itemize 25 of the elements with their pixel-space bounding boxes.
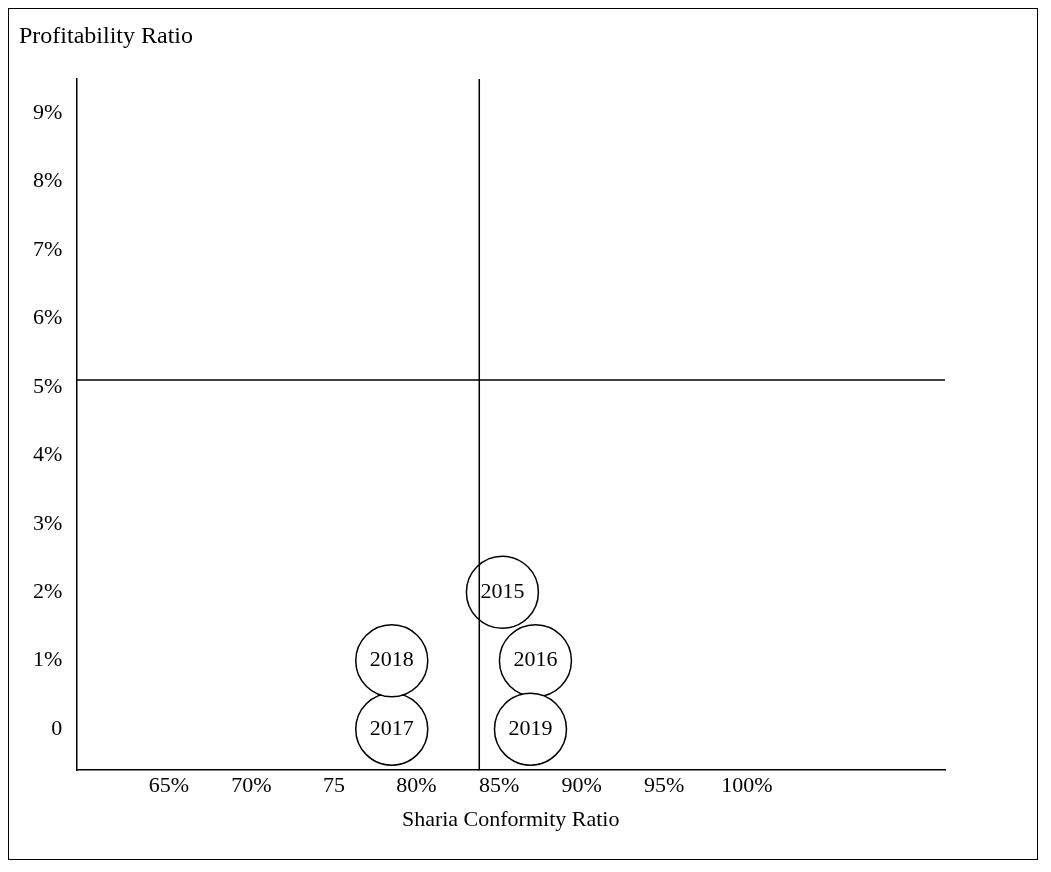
x-tick-label: 95% [644, 772, 685, 798]
y-tick-label: 9% [33, 99, 63, 124]
x-tick-label: 75 [322, 772, 345, 798]
x-tick-label: 90% [561, 772, 602, 798]
annotation: 2016 [513, 646, 558, 672]
x-tick-label: 80% [396, 772, 437, 798]
annotation: 2017 [369, 714, 414, 740]
y-tick-label: 1% [33, 646, 63, 672]
annotation: 2015 [480, 578, 525, 604]
annotation: 2019 [508, 714, 553, 740]
y-tick-label: 4% [33, 441, 63, 467]
x-tick-label: 70% [231, 772, 272, 798]
y-tick-label: 5% [33, 372, 63, 398]
y-tick-label: 7% [33, 235, 63, 261]
y-tick-label: 2% [33, 578, 63, 604]
x-tick-label: 100% [721, 772, 773, 798]
x-tick-label: 85% [478, 772, 520, 798]
y-axis-title: Profitability Ratio [19, 22, 193, 49]
y-tick-label: 0 [51, 714, 63, 740]
y-tick-label: 3% [33, 509, 63, 535]
x-axis-title: Sharia Conformity Ratio [401, 805, 620, 831]
annotation: 2018 [369, 646, 414, 672]
y-tick-label: 6% [33, 304, 63, 330]
y-tick-label: 8% [33, 167, 63, 193]
x-tick-label: 65% [148, 772, 189, 798]
